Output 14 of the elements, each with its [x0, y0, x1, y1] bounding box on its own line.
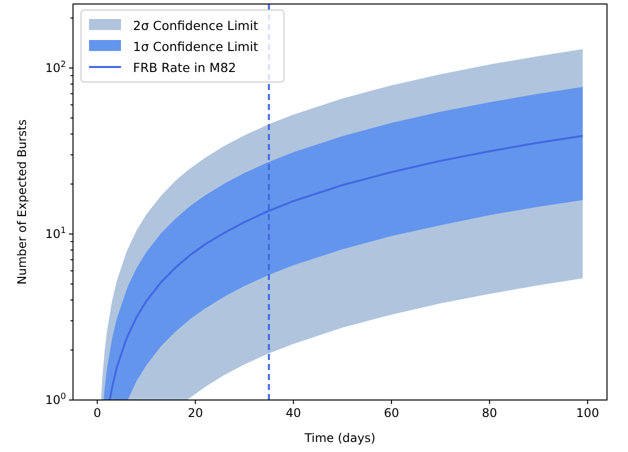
- x-tick-label: 100: [576, 406, 600, 420]
- x-tick-label: 20: [188, 406, 203, 420]
- y-tick-label: 10$^{0}$: [45, 392, 66, 407]
- x-tick-label: 80: [482, 406, 498, 420]
- x-axis-title: Time (days): [304, 431, 376, 445]
- legend-label: FRB Rate in M82: [133, 60, 236, 75]
- legend-label: 2σ Confidence Limit: [133, 18, 258, 33]
- y-axis-title: Number of Expected Bursts: [15, 119, 29, 285]
- y-tick-label: 10$^{1}$: [45, 226, 66, 242]
- x-tick-label: 60: [384, 406, 400, 420]
- x-tick-label: 40: [286, 406, 302, 420]
- legend-label: 1σ Confidence Limit: [133, 39, 258, 54]
- x-tick-label: 0: [93, 406, 102, 420]
- y-tick-label: 10$^{2}$: [45, 60, 66, 76]
